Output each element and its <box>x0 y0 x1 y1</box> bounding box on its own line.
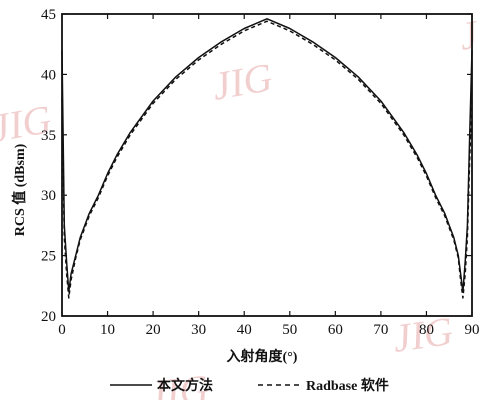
watermark-text: JIG <box>456 4 479 59</box>
y-tick-label: 35 <box>41 128 56 144</box>
watermark-text: JIG <box>146 366 210 400</box>
x-tick-label: 70 <box>373 322 388 338</box>
x-tick-label: 40 <box>237 322 252 338</box>
x-axis: 0 10 20 30 40 50 60 70 80 90 <box>58 14 479 338</box>
plot-border <box>61 13 473 317</box>
y-axis: 20 25 30 35 40 45 <box>41 7 472 325</box>
x-tick-label: 30 <box>191 322 206 338</box>
legend: 本文方法 Radbase 软件 <box>110 377 389 394</box>
y-tick-label: 30 <box>41 188 56 204</box>
series-line-solid <box>61 18 473 293</box>
x-tick-label: 80 <box>419 322 434 338</box>
x-axis-title: 入射角度(°) <box>227 348 298 365</box>
watermark-text: JIG <box>0 96 55 151</box>
legend-label-solid: 本文方法 <box>157 377 213 394</box>
y-tick-label: 45 <box>41 7 56 23</box>
y-tick-label: 20 <box>41 309 56 325</box>
watermark-text: JIG <box>209 54 276 109</box>
y-tick-label: 40 <box>41 67 56 83</box>
x-tick-label: 90 <box>465 322 479 338</box>
legend-label-dashed: Radbase 软件 <box>306 377 389 394</box>
series-line-dashed <box>61 20 473 299</box>
x-tick-label: 0 <box>58 322 66 338</box>
x-tick-label: 60 <box>328 322 343 338</box>
plot-frame <box>61 13 473 317</box>
y-tick-label: 25 <box>41 249 56 265</box>
series-layer <box>61 18 473 299</box>
x-tick-label: 50 <box>282 322 297 338</box>
x-tick-label: 20 <box>146 322 161 338</box>
y-axis-title: RCS 值 (dBsm) <box>11 143 28 236</box>
x-tick-label: 10 <box>100 322 115 338</box>
